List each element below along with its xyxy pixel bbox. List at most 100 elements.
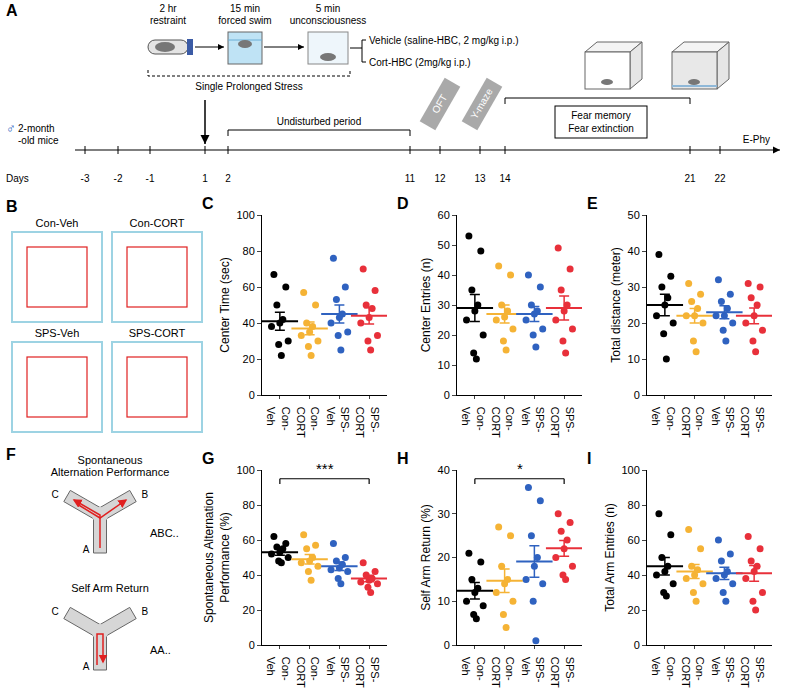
svg-text:G: G	[202, 450, 214, 467]
svg-text:♂: ♂	[6, 121, 16, 136]
svg-text:13: 13	[474, 173, 486, 184]
svg-text:SPS-CORT: SPS-CORT	[739, 407, 765, 438]
svg-text:40: 40	[628, 245, 640, 257]
svg-text:H: H	[397, 450, 409, 467]
svg-text:unconsciousness: unconsciousness	[290, 15, 367, 26]
svg-text:SPS-CORT: SPS-CORT	[354, 407, 380, 438]
svg-text:Con-CORT: Con-CORT	[295, 407, 321, 438]
svg-text:D: D	[397, 195, 409, 212]
svg-text:30: 30	[628, 281, 640, 293]
svg-text:SPS-CORT: SPS-CORT	[129, 327, 186, 339]
svg-text:restraint: restraint	[150, 15, 186, 26]
svg-text:Self Arm Return (%): Self Arm Return (%)	[419, 504, 433, 611]
svg-text:Con-Veh: Con-Veh	[650, 657, 676, 681]
svg-text:Center Entries (n): Center Entries (n)	[419, 258, 433, 353]
svg-text:A: A	[83, 544, 90, 555]
svg-text:Fear extinction: Fear extinction	[568, 123, 634, 134]
svg-text:60: 60	[628, 534, 640, 546]
svg-text:SPS-CORT: SPS-CORT	[354, 657, 380, 688]
svg-text:C: C	[51, 489, 58, 500]
svg-text:10: 10	[438, 359, 450, 371]
svg-text:0: 0	[444, 389, 450, 401]
svg-text:20: 20	[628, 604, 640, 616]
svg-text:Y-maze: Y-maze	[468, 86, 495, 121]
svg-text:10: 10	[628, 353, 640, 365]
svg-text:80: 80	[628, 499, 640, 511]
svg-text:10: 10	[438, 595, 450, 607]
svg-text:Fear memory: Fear memory	[571, 110, 630, 121]
svg-text:Con-Veh: Con-Veh	[265, 657, 291, 681]
svg-text:Con-CORT: Con-CORT	[490, 407, 516, 438]
svg-text:20: 20	[243, 604, 255, 616]
svg-text:Con-CORT: Con-CORT	[680, 407, 706, 438]
svg-text:ABC..: ABC..	[150, 527, 179, 539]
svg-text:Center Time (sec): Center Time (sec)	[218, 257, 232, 352]
svg-text:Con-CORT: Con-CORT	[130, 217, 185, 229]
svg-text:Undisturbed period: Undisturbed period	[277, 116, 362, 127]
svg-text:SPS-Veh: SPS-Veh	[710, 657, 736, 683]
svg-text:11: 11	[405, 173, 416, 184]
svg-text:40: 40	[438, 464, 450, 476]
svg-text:100: 100	[236, 464, 254, 476]
svg-text:A: A	[83, 661, 90, 672]
svg-text:20: 20	[243, 353, 255, 365]
svg-text:14: 14	[499, 173, 511, 184]
svg-text:80: 80	[243, 245, 255, 257]
svg-text:SPS-CORT: SPS-CORT	[739, 657, 765, 688]
svg-text:20: 20	[438, 551, 450, 563]
svg-text:***: ***	[316, 460, 334, 477]
svg-text:*: *	[517, 460, 523, 477]
svg-text:Total distance (meter): Total distance (meter)	[609, 247, 623, 362]
svg-text:Total Arm Entries (n): Total Arm Entries (n)	[603, 503, 617, 612]
svg-text:A: A	[6, 2, 18, 19]
svg-text:20: 20	[438, 329, 450, 341]
svg-text:100: 100	[621, 464, 639, 476]
svg-text:-2: -2	[114, 173, 123, 184]
svg-text:Con-CORT: Con-CORT	[295, 657, 321, 688]
svg-text:SPS-Veh: SPS-Veh	[710, 407, 736, 433]
svg-text:100: 100	[236, 209, 254, 221]
svg-text:SPS-Veh: SPS-Veh	[35, 327, 80, 339]
svg-text:Con-CORT: Con-CORT	[680, 657, 706, 688]
svg-text:12: 12	[434, 173, 446, 184]
svg-text:22: 22	[714, 173, 726, 184]
svg-text:C: C	[202, 195, 214, 212]
svg-text:Con-Veh: Con-Veh	[460, 407, 486, 431]
svg-text:SPS-Veh: SPS-Veh	[520, 657, 546, 683]
svg-text:-3: -3	[81, 173, 90, 184]
svg-text:Con-Veh: Con-Veh	[265, 407, 291, 431]
svg-text:0: 0	[634, 389, 640, 401]
svg-text:2-month: 2-month	[18, 123, 55, 134]
svg-text:-1: -1	[146, 173, 155, 184]
svg-text:0: 0	[634, 639, 640, 651]
svg-text:5 min: 5 min	[316, 3, 340, 14]
svg-text:Con-Veh: Con-Veh	[460, 657, 486, 681]
svg-text:SPS-Veh: SPS-Veh	[325, 657, 351, 683]
svg-text:Single Prolonged Stress: Single Prolonged Stress	[195, 81, 302, 92]
svg-text:60: 60	[243, 281, 255, 293]
svg-text:0: 0	[444, 639, 450, 651]
svg-text:forced swim: forced swim	[218, 15, 271, 26]
svg-text:B: B	[142, 606, 149, 617]
svg-text:SPS-Veh: SPS-Veh	[325, 407, 351, 433]
svg-text:Alternation Performance: Alternation Performance	[51, 466, 170, 478]
svg-text:1: 1	[202, 173, 208, 184]
svg-text:Self Arm Return: Self Arm Return	[71, 582, 149, 594]
svg-text:40: 40	[628, 569, 640, 581]
svg-text:B: B	[6, 198, 18, 215]
svg-text:2 hr: 2 hr	[159, 3, 177, 14]
svg-text:I: I	[587, 450, 591, 467]
svg-text:40: 40	[243, 569, 255, 581]
svg-text:E: E	[587, 195, 598, 212]
svg-text:OFT: OFT	[430, 92, 450, 115]
svg-text:50: 50	[628, 209, 640, 221]
svg-text:F: F	[6, 446, 16, 463]
svg-text:SPS-CORT: SPS-CORT	[549, 407, 575, 438]
svg-text:B: B	[142, 489, 149, 500]
svg-text:2: 2	[225, 173, 231, 184]
svg-text:AA..: AA..	[150, 644, 171, 656]
svg-text:E-Phy: E-Phy	[743, 134, 770, 145]
svg-text:C: C	[51, 606, 58, 617]
svg-text:Days: Days	[6, 173, 29, 184]
svg-text:30: 30	[438, 299, 450, 311]
